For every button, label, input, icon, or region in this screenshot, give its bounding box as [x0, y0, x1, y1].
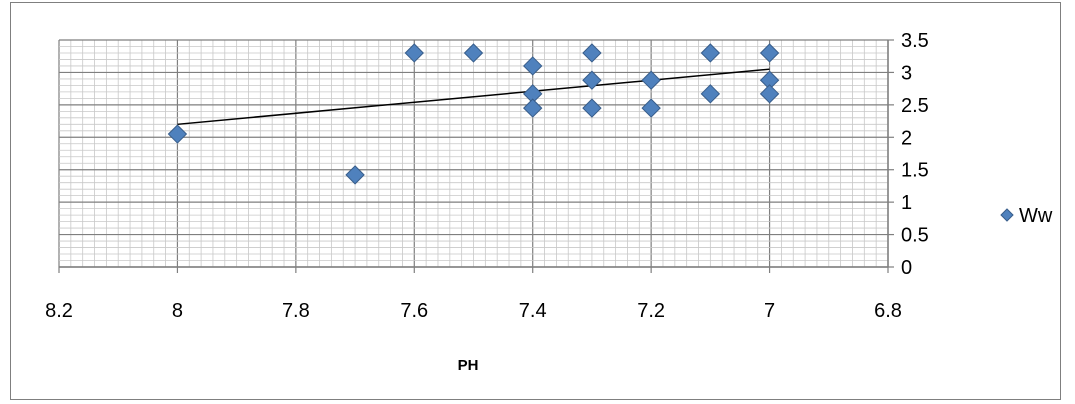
- y-tick-label: 0.5: [901, 225, 929, 247]
- data-point: [582, 70, 602, 90]
- data-point: [463, 43, 484, 63]
- legend-marker-diamond: [1000, 208, 1014, 222]
- data-point: [404, 43, 424, 63]
- legend-label: Ww: [1019, 205, 1053, 227]
- x-tick-label: 7.6: [400, 300, 428, 322]
- x-tick-label: 8.2: [45, 300, 73, 322]
- scatter-chart: 8.2 8 7.8 7.6 7.4 7.2 7 6.8 0 0.5 1 1.5 2 2.5 3 3.5 PH…: [45, 30, 1053, 374]
- data-point: [167, 124, 188, 144]
- data-point: [759, 84, 780, 104]
- data-point: [523, 98, 543, 118]
- x-tick-label: 7.8: [282, 300, 310, 322]
- y-tick-label: 1: [901, 192, 912, 214]
- axes: [58, 39, 894, 273]
- y-tick-label: 3: [901, 62, 912, 84]
- chart-frame: 8.2 8 7.8 7.6 7.4 7.2 7 6.8 0 0.5 1 1.5 2 2.5 3 3.5 PH…: [10, 2, 1061, 400]
- data-point: [523, 56, 543, 76]
- data-point: [582, 98, 602, 118]
- y-tick-label: 0: [901, 257, 912, 279]
- data-point: [700, 43, 721, 63]
- data-point: [700, 84, 721, 104]
- data-point: [345, 165, 365, 185]
- x-tick-label: 6.8: [874, 300, 902, 322]
- x-axis-label: PH: [458, 357, 479, 374]
- data-point: [582, 43, 602, 63]
- x-tick-label: 8: [172, 300, 183, 322]
- y-tick-labels: 0 0.5 1 1.5 2 2.5 3 3.5: [901, 30, 929, 279]
- data-point: [641, 98, 661, 118]
- trendline-line: [177, 68, 770, 126]
- data-point: [759, 43, 780, 63]
- x-tick-label: 7: [764, 300, 775, 322]
- y-tick-label: 1.5: [901, 160, 929, 182]
- trendline: [177, 68, 770, 126]
- y-tick-label: 3.5: [901, 30, 929, 52]
- y-tick-label: 2: [901, 127, 912, 149]
- x-tick-label: 7.4: [519, 300, 547, 322]
- x-tick-label: 7.2: [637, 300, 665, 322]
- y-tick-label: 2.5: [901, 95, 929, 117]
- grid: [58, 39, 889, 268]
- data-points: [167, 43, 780, 185]
- x-tick-labels: 8.2 8 7.8 7.6 7.4 7.2 7 6.8: [45, 300, 902, 322]
- legend: Ww: [1000, 205, 1053, 227]
- data-point: [641, 70, 661, 90]
